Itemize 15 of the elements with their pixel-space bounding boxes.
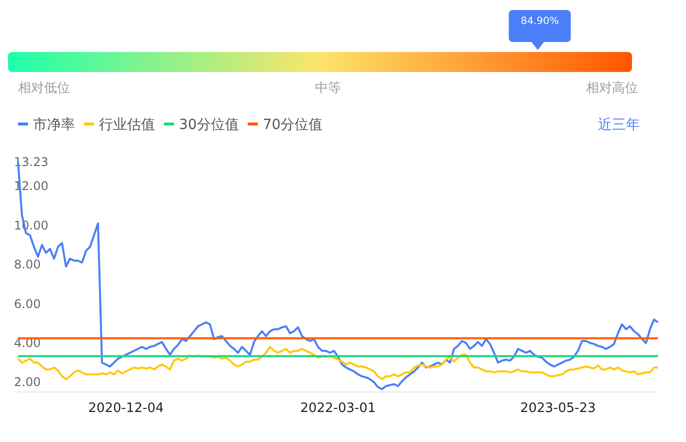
- legend-label: 70分位值: [262, 117, 323, 133]
- text: 相对低位: [18, 81, 70, 96]
- text: 中等: [315, 81, 341, 96]
- x-tick-label: 2020-12-04: [88, 401, 164, 416]
- y-tick-label: 8.00: [14, 258, 41, 272]
- text: 相对高位: [586, 80, 638, 96]
- legend-label: 行业估值: [99, 117, 155, 133]
- x-tick-label: 2022-03-01: [300, 401, 376, 416]
- data-label: 84.90%: [520, 16, 559, 27]
- y-tick-label: 2.00: [14, 375, 41, 390]
- y-tick-label: 6.00: [14, 296, 41, 311]
- text: 近三年: [598, 117, 640, 133]
- x-tick-label: 2023-05-23: [520, 401, 596, 416]
- legend-label: 30分位值: [179, 117, 239, 133]
- legend-label: 市净率: [33, 117, 75, 133]
